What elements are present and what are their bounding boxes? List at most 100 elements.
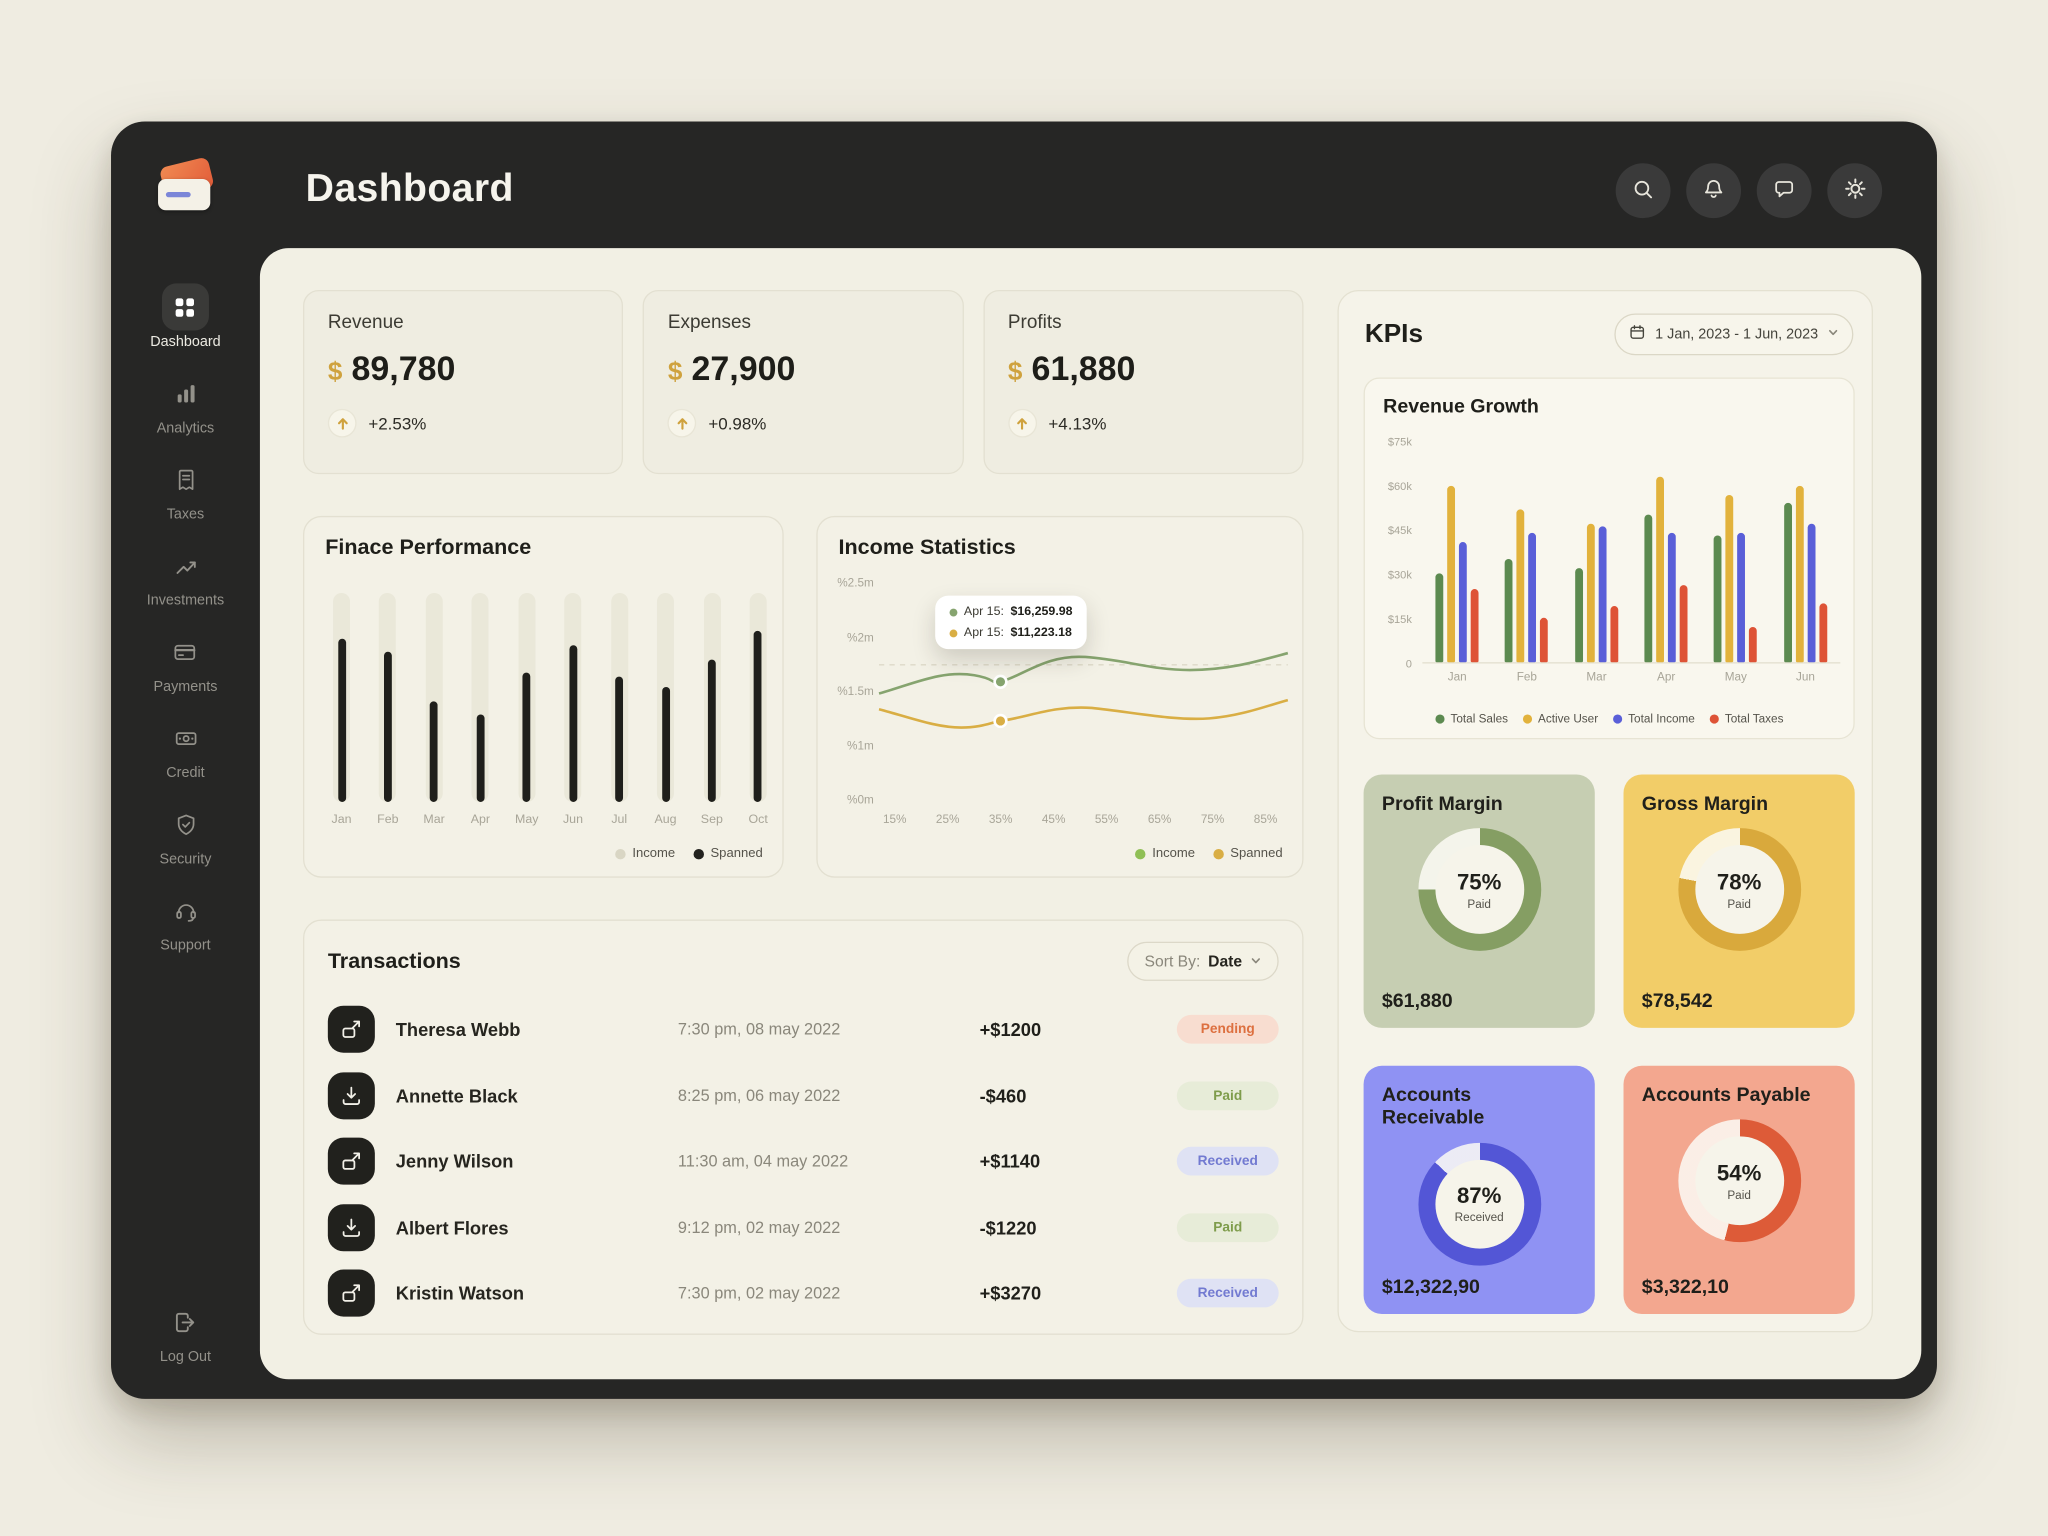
rg-bar: [1517, 509, 1525, 663]
security-icon: [162, 801, 209, 848]
card-receive-icon: [327, 1072, 375, 1120]
transaction-datetime: 7:30 pm, 08 may 2022: [677, 1020, 841, 1039]
rg-bar: [1819, 603, 1827, 663]
sidebar-item-dashboard[interactable]: Dashboard: [150, 283, 221, 351]
finance-bar: [425, 592, 443, 802]
transaction-row[interactable]: Annette Black 8:25 pm, 06 may 2022 -$460…: [327, 1063, 1279, 1129]
sidebar-item-investments[interactable]: Investments: [147, 542, 224, 609]
revenue-growth-card: Revenue Growth $75k $60k $45k $30k $15k 0 Jan…: [1363, 377, 1855, 740]
currency-symbol: $: [327, 357, 343, 387]
card-send-icon: [327, 1269, 375, 1317]
arrow-up-icon: [667, 408, 697, 438]
status-badge: Paid: [1176, 1081, 1279, 1110]
kpi-amount: $12,322,90: [1381, 1276, 1480, 1299]
accounts-payable-donut: 54% Paid: [1677, 1119, 1801, 1243]
rg-bar-group: [1492, 441, 1562, 663]
transaction-row[interactable]: Albert Flores 9:12 pm, 02 may 2022 -$122…: [327, 1194, 1279, 1260]
sidebar-item-taxes[interactable]: Taxes: [162, 456, 209, 523]
rg-bar: [1505, 559, 1514, 663]
rg-bar: [1668, 532, 1676, 663]
header-actions: [1615, 163, 1883, 219]
notifications-button[interactable]: [1686, 163, 1742, 219]
sidebar-item-security[interactable]: Security: [160, 801, 211, 867]
kpi-card-profit-margin: Profit Margin 75% Paid $61,880: [1363, 774, 1595, 1028]
finance-bar: [610, 592, 628, 802]
status-badge: Paid: [1176, 1213, 1279, 1242]
sidebar-item-credit[interactable]: Credit: [162, 714, 209, 781]
rg-bar-group: [1701, 441, 1771, 663]
stat-change: +0.98%: [708, 413, 767, 433]
stat-label: Profits: [1007, 312, 1062, 334]
credit-icon: [162, 714, 209, 761]
analytics-icon: [162, 370, 209, 417]
stat-label: Revenue: [327, 312, 404, 334]
search-icon: [1631, 177, 1655, 204]
sidebar-item-label: Log Out: [159, 1349, 212, 1365]
date-range-dropdown[interactable]: 1 Jan, 2023 - 1 Jun, 2023: [1614, 313, 1854, 356]
investments-icon: [162, 542, 209, 589]
legend-item: Spanned: [693, 846, 763, 861]
sidebar: Dashboard Analytics Taxes Investments Pa…: [111, 121, 260, 1398]
rg-bar: [1795, 485, 1804, 663]
arrow-up-icon: [327, 408, 357, 438]
status-badge: Pending: [1176, 1015, 1279, 1044]
sidebar-item-label: Dashboard: [150, 334, 221, 351]
rg-x-labels: Jan Feb Mar Apr May Jun: [1447, 670, 1815, 684]
search-button[interactable]: [1615, 163, 1671, 219]
rg-bar: [1459, 541, 1467, 663]
chevron-down-icon: [1250, 952, 1262, 970]
sidebar-item-analytics[interactable]: Analytics: [157, 370, 214, 436]
sidebar-item-label: Credit: [166, 765, 205, 782]
card-send-icon: [327, 1137, 375, 1185]
transaction-datetime: 9:12 pm, 02 may 2022: [677, 1218, 841, 1237]
rg-bar: [1737, 532, 1746, 663]
currency-symbol: $: [1007, 357, 1023, 387]
app-logo[interactable]: [155, 156, 215, 218]
legend-item: Total Taxes: [1709, 712, 1783, 725]
chat-icon: [1772, 177, 1796, 204]
sidebar-item-log-out[interactable]: Log Out: [160, 1298, 211, 1365]
card-receive-icon: [327, 1203, 375, 1251]
messages-button[interactable]: [1756, 163, 1812, 219]
page-title: Dashboard: [305, 167, 514, 211]
rg-bar: [1749, 626, 1758, 663]
sidebar-item-label: Support: [160, 937, 211, 954]
card-send-icon: [327, 1006, 375, 1054]
transaction-datetime: 11:30 am, 04 may 2022: [677, 1152, 849, 1171]
sidebar-item-label: Taxes: [166, 506, 205, 523]
settings-button[interactable]: [1827, 163, 1883, 219]
kpi-amount: $78,542: [1641, 990, 1713, 1013]
finance-bar: [564, 592, 582, 802]
transaction-name: Kristin Watson: [395, 1282, 525, 1304]
status-badge: Received: [1176, 1279, 1279, 1308]
income-statistics-panel: Income Statistics %2.5m %2m %1.5m %1m %0m Ap…: [816, 515, 1304, 878]
sidebar-item-label: Payments: [153, 679, 218, 695]
transaction-datetime: 7:30 pm, 02 may 2022: [677, 1284, 841, 1303]
finance-bar: [703, 592, 721, 802]
legend-item: Total Sales: [1434, 712, 1508, 725]
rg-bar: [1714, 535, 1723, 663]
transaction-row[interactable]: Theresa Webb 7:30 pm, 08 may 2022 +$1200…: [327, 997, 1279, 1063]
rg-bar: [1447, 485, 1456, 663]
rg-bar: [1644, 515, 1653, 663]
finance-bar: [657, 592, 675, 802]
kpi-card-accounts-payable: Accounts Payable 54% Paid $3,322,10: [1623, 1065, 1855, 1314]
finance-legend: Income Spanned: [615, 846, 763, 861]
income-dot: [949, 608, 958, 616]
legend-item: Spanned: [1213, 846, 1283, 861]
rg-y-labels: $75k $60k $45k $30k $15k 0: [1387, 434, 1412, 671]
chart-tooltip: Apr 15: $16,259.98 Apr 15: $11,223.18: [935, 595, 1087, 650]
transaction-row[interactable]: Jenny Wilson 11:30 am, 04 may 2022 +$114…: [327, 1128, 1279, 1194]
spanned-dot: [949, 628, 958, 637]
sidebar-item-payments[interactable]: Payments: [153, 628, 218, 695]
stat-value: 61,880: [1031, 348, 1136, 388]
transaction-row[interactable]: Kristin Watson 7:30 pm, 02 may 2022 +$32…: [327, 1260, 1279, 1326]
legend-item: Income: [615, 846, 675, 861]
transaction-amount: +$1200: [979, 1019, 1042, 1040]
rg-bar-group: [1562, 441, 1632, 663]
support-icon: [162, 887, 209, 934]
currency-symbol: $: [667, 357, 683, 387]
sort-by-dropdown[interactable]: Sort By: Date: [1127, 941, 1279, 981]
sidebar-item-support[interactable]: Support: [160, 887, 211, 954]
stat-label: Expenses: [667, 312, 752, 334]
